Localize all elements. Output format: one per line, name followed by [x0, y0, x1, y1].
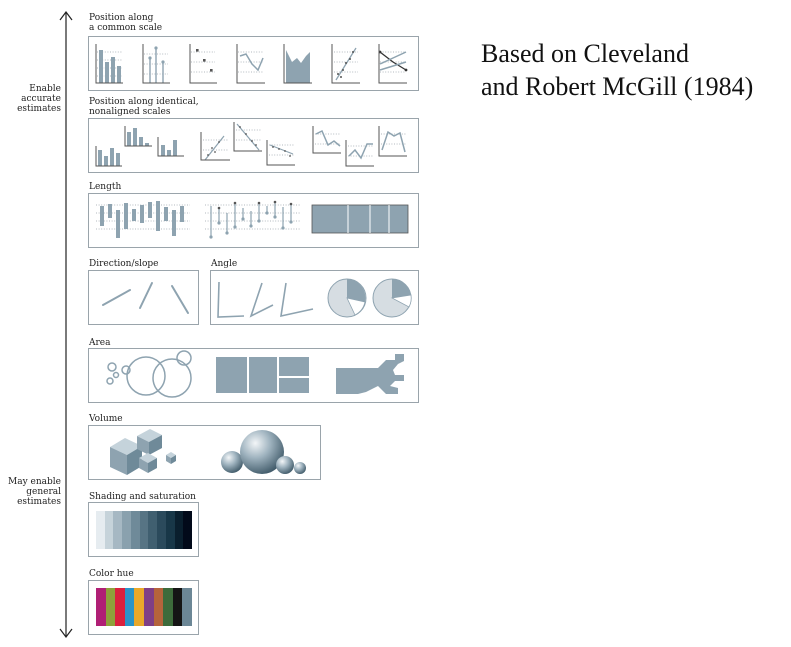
line-chart-glyph	[236, 44, 265, 84]
hue-label: Color hue	[89, 569, 134, 579]
scatter-glyph	[331, 44, 360, 84]
length-label: Length	[89, 182, 122, 192]
lollipop-glyph	[142, 44, 170, 84]
side-top-line: estimates	[17, 104, 61, 114]
page-title: Based on Cleveland and Robert McGill (19…	[481, 37, 753, 103]
nonaligned-label: Position along identical, nonaligned sca…	[89, 97, 199, 117]
volume-label: Volume	[89, 414, 123, 424]
treemap-glyph	[214, 355, 311, 395]
shading-label: Shading and saturation	[89, 492, 196, 502]
hue-swatch	[96, 588, 106, 626]
nonaligned-lines-glyph	[312, 126, 407, 167]
shade-swatch	[165, 511, 175, 549]
label-line: nonaligned scales	[89, 106, 171, 117]
shade-swatch	[113, 511, 123, 549]
shade-swatch	[183, 511, 193, 549]
hue-swatch	[124, 588, 135, 626]
title-line-2: and Robert McGill (1984)	[481, 72, 754, 101]
direction-label: Direction/slope	[89, 259, 159, 269]
general-estimates-label: May enable general estimates	[1, 477, 61, 507]
side-bottom-line: May enable	[8, 477, 61, 487]
label-line: Position along identical,	[89, 97, 199, 107]
hue-swatch	[182, 588, 192, 626]
shade-swatch	[130, 511, 140, 549]
area-label: Area	[89, 338, 111, 348]
direction-panel	[88, 270, 199, 325]
sphere-glyphs	[221, 430, 306, 474]
angle-label: Angle	[211, 259, 238, 269]
pie-glyphs	[327, 278, 412, 318]
hue-swatch	[163, 588, 173, 626]
shade-swatch	[148, 511, 158, 549]
nonaligned-bars-glyph	[95, 126, 184, 167]
dot-plot-glyph	[189, 44, 217, 84]
cube-glyphs	[110, 429, 176, 475]
shade-swatch	[174, 511, 184, 549]
hue-swatch	[134, 588, 144, 626]
hue-swatches	[96, 588, 192, 626]
nonaligned-glyphs	[95, 122, 407, 167]
hue-swatch	[115, 588, 125, 626]
hue-swatch	[153, 588, 164, 626]
hue-swatch	[143, 588, 154, 626]
side-top-line: Enable	[29, 84, 61, 94]
hue-swatch	[105, 588, 116, 626]
angle-glyphs	[217, 281, 314, 318]
side-top-line: accurate	[21, 94, 61, 104]
hue-swatch	[172, 588, 183, 626]
sankey-glyph	[336, 354, 404, 394]
slope-chart-glyph	[378, 44, 408, 84]
shade-swatch	[104, 511, 114, 549]
accurate-estimates-label: Enable accurate estimates	[1, 84, 61, 114]
shading-ramp	[96, 511, 193, 549]
side-bottom-line: estimates	[17, 497, 61, 507]
common-scale-glyphs	[95, 44, 408, 84]
label-line: Position along	[89, 13, 154, 23]
common-scale-label: Position along a common scale	[89, 13, 163, 33]
side-bottom-line: general	[26, 487, 61, 497]
shade-swatch	[139, 511, 149, 549]
title-line-1: Based on Cleveland	[481, 39, 689, 68]
label-line: a common scale	[89, 22, 163, 33]
shade-swatch	[122, 511, 131, 549]
area-chart-glyph	[283, 44, 312, 84]
nonaligned-scatter-glyph	[200, 122, 295, 166]
shade-swatch	[96, 511, 105, 549]
shade-swatch	[157, 511, 166, 549]
area-glyphs	[106, 350, 192, 398]
length-glyphs	[96, 200, 409, 239]
bar-chart-glyph	[95, 44, 123, 84]
direction-glyphs	[102, 282, 189, 314]
